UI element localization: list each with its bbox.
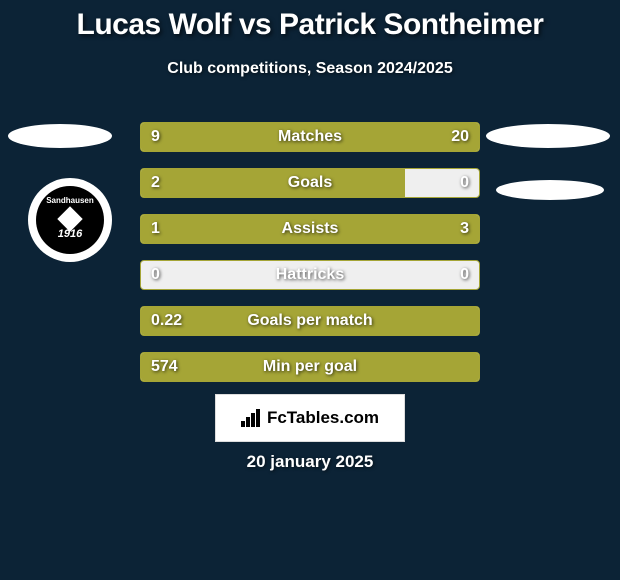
- player-photo-right-placeholder: [486, 124, 610, 148]
- stat-bar-goals: 2 0 Goals: [140, 168, 480, 198]
- club-badge-right-placeholder: [496, 180, 604, 200]
- fctables-logo[interactable]: FcTables.com: [215, 394, 405, 442]
- stat-bar-matches: 9 20 Matches: [140, 122, 480, 152]
- club-badge-inner: Sandhausen 1916: [36, 186, 104, 254]
- page-subtitle: Club competitions, Season 2024/2025: [0, 60, 620, 78]
- club-badge-name: Sandhausen: [46, 196, 94, 205]
- stat-label: Hattricks: [141, 261, 479, 289]
- player-photo-left-placeholder: [8, 124, 112, 148]
- club-badge-left: Sandhausen 1916: [28, 178, 112, 262]
- stats-bar-list: 9 20 Matches 2 0 Goals 1 3 Assists 0 0 H…: [140, 122, 480, 398]
- stat-label: Min per goal: [141, 353, 479, 381]
- page-title: Lucas Wolf vs Patrick Sontheimer: [0, 0, 620, 42]
- club-badge-year: 1916: [58, 228, 82, 240]
- stat-bar-goals-per-match: 0.22 Goals per match: [140, 306, 480, 336]
- snapshot-date: 20 january 2025: [0, 452, 620, 472]
- stat-label: Goals per match: [141, 307, 479, 335]
- stat-label: Goals: [141, 169, 479, 197]
- stat-label: Assists: [141, 215, 479, 243]
- bar-chart-icon: [241, 409, 263, 427]
- stat-bar-min-per-goal: 574 Min per goal: [140, 352, 480, 382]
- stat-bar-hattricks: 0 0 Hattricks: [140, 260, 480, 290]
- stat-bar-assists: 1 3 Assists: [140, 214, 480, 244]
- logo-text: FcTables.com: [267, 408, 379, 428]
- stat-label: Matches: [141, 123, 479, 151]
